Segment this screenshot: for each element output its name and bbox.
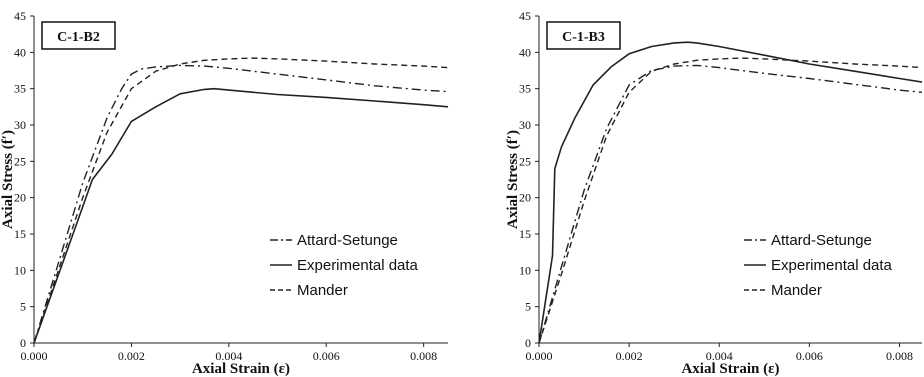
y-tick-label: 0 [525,336,531,350]
x-tick-label: 0.006 [796,349,823,363]
x-tick-label: 0.002 [616,349,643,363]
y-tick-label: 30 [519,118,531,132]
y-tick-label: 0 [20,336,26,350]
panel-title-box [546,21,621,50]
y-tick-label: 30 [14,118,26,132]
series-line-experimental-data [33,87,449,344]
x-tick-label: 0.008 [410,349,437,363]
panel-title-box [41,21,116,50]
legend-label: Attard-Setunge [771,232,872,249]
y-tick-label: 10 [14,263,26,277]
y-tick-label: 40 [519,45,531,59]
x-tick-label: 0.004 [215,349,242,363]
legend-label: Experimental data [771,257,893,274]
y-tick-label: 15 [519,227,531,241]
chart-panel-1: 0 5 10 15 20 25 30 35 40 45 0.000 0.002 0.004 0.006 0.… [0,9,449,377]
y-tick-label: 35 [519,82,531,96]
x-tick-label: 0.004 [706,349,733,363]
y-axis-title: Axial Stress (f′) [0,130,16,229]
panel-title: C-1-B3 [562,30,605,45]
series-line-mander [538,57,923,344]
panel-title: C-1-B2 [57,30,100,45]
x-tick-label: 0.006 [313,349,340,363]
x-tick-label: 0.008 [886,349,913,363]
legend-label: Experimental data [297,257,419,274]
series-line-attard-setunge [33,64,449,344]
legend-label: Mander [297,282,348,299]
y-tick-label: 25 [519,154,531,168]
legend-label: Mander [771,282,822,299]
y-tick-label: 45 [14,9,26,23]
x-axis-title: Axial Strain (ε) [192,361,290,377]
y-tick-label: 45 [519,9,531,23]
y-tick-label: 20 [14,191,26,205]
series-line-mander [33,57,449,344]
y-tick-label: 25 [14,154,26,168]
legend-label: Attard-Setunge [297,232,398,249]
chart-panel-2: 0 5 10 15 20 25 30 35 40 45 0.000 0.002 0.004 0.006 0.… [505,9,923,377]
y-tick-label: 20 [519,191,531,205]
y-tick-label: 5 [20,300,26,314]
x-axis-title: Axial Strain (ε) [681,361,779,377]
series-line-attard-setunge [538,64,923,344]
x-tick-label: 0.000 [526,349,553,363]
y-tick-label: 40 [14,45,26,59]
y-tick-label: 35 [14,82,26,96]
y-tick-label: 5 [525,300,531,314]
y-tick-label: 10 [519,263,531,277]
x-tick-label: 0.002 [118,349,145,363]
y-axis-title: Axial Stress (f′) [505,130,521,229]
series-line-experimental-data [538,41,923,344]
y-tick-label: 15 [14,227,26,241]
x-tick-label: 0.000 [21,349,48,363]
